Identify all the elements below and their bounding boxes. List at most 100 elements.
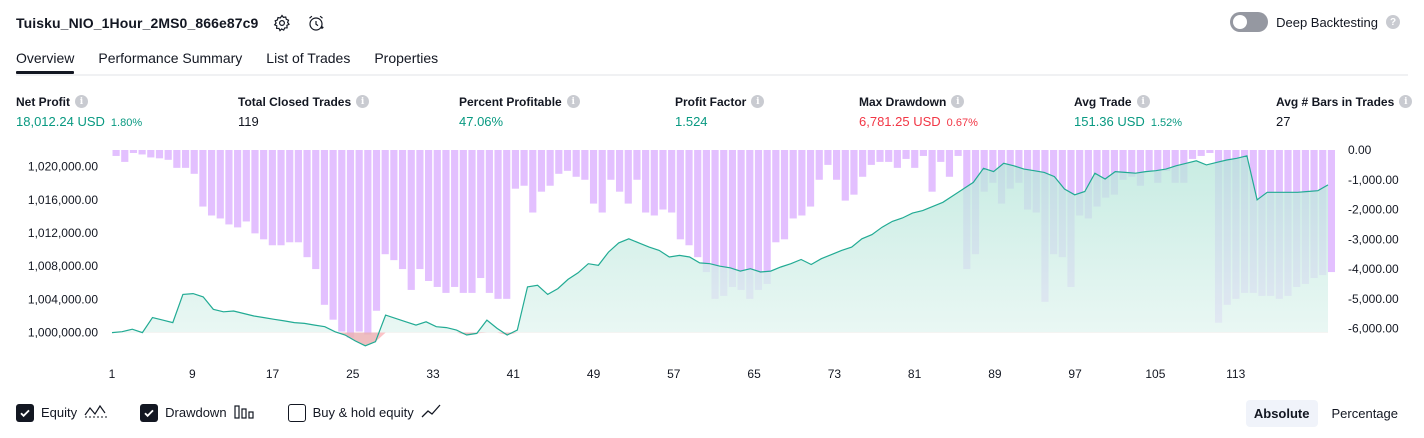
drawdown-bar xyxy=(216,150,224,219)
drawdown-bar xyxy=(589,150,598,204)
equity-area xyxy=(112,155,1328,346)
metric-avg-trade: Avg Trade i 151.36 USD 1.52% xyxy=(1074,93,1182,130)
drawdown-bar xyxy=(286,150,294,243)
drawdown-bar xyxy=(676,150,684,240)
drawdown-bar xyxy=(728,150,737,287)
info-icon[interactable]: i xyxy=(1136,95,1150,108)
drawdown-bar xyxy=(181,150,190,168)
drawdown-bar xyxy=(763,150,771,284)
legend-label: Equity xyxy=(41,405,78,420)
info-icon[interactable]: i xyxy=(1399,95,1413,108)
tab-performance-summary[interactable]: Performance Summary xyxy=(98,50,243,66)
drawdown-bar xyxy=(928,150,936,192)
tab-properties[interactable]: Properties xyxy=(374,50,439,66)
drawdown-bar xyxy=(529,150,537,213)
equity-drawdown-chart[interactable]: 1,020,000.00 1,016,000.00 1,012,000.00 1,00… xyxy=(0,140,1424,392)
toggle-knob xyxy=(1233,15,1248,29)
x-axis-tick-label: 9 xyxy=(189,367,196,381)
deep-backtesting-toggle[interactable] xyxy=(1230,12,1269,32)
left-axis: 1,020,000.00 1,016,000.00 1,012,000.00 1,00… xyxy=(28,160,98,340)
tab-list-of-trades[interactable]: List of Trades xyxy=(266,50,351,66)
equity-checkbox[interactable] xyxy=(16,403,34,422)
drawdown-bar xyxy=(173,150,181,168)
drawdown-bar xyxy=(720,150,728,296)
drawdown-bar xyxy=(129,150,138,153)
right-axis-tick-label: -4,000.00 xyxy=(1348,262,1399,276)
drawdown-bar xyxy=(989,150,997,183)
drawdown-bar xyxy=(780,150,789,240)
info-icon[interactable]: i xyxy=(356,95,370,108)
drawdown-checkbox[interactable] xyxy=(140,403,159,422)
legend-label: Drawdown xyxy=(165,405,227,420)
metric-net-profit: Net Profit i 18,012.24 USD 1.80% xyxy=(16,93,142,130)
x-axis-tick-label: 49 xyxy=(587,367,601,381)
x-axis-tick-label: 65 xyxy=(747,367,761,381)
left-axis-tick-label: 1,000,000.00 xyxy=(28,326,98,340)
drawdown-bar xyxy=(346,150,355,338)
chart-legend: Equity Drawdown Buy & hold equity xyxy=(16,403,477,422)
equity-series xyxy=(111,155,1329,347)
drawdown-bar xyxy=(468,150,476,293)
drawdown-bar xyxy=(1102,150,1110,198)
drawdown-bar xyxy=(1327,150,1335,273)
drawdown-bar xyxy=(320,150,329,305)
drawdown-bar xyxy=(841,150,849,201)
drawdown-bar xyxy=(1145,150,1153,171)
metric-label: Total Closed Trades xyxy=(238,94,352,109)
x-axis-tick-label: 97 xyxy=(1068,367,1082,381)
legend-buy-hold-equity[interactable]: Buy & hold equity xyxy=(287,403,445,422)
info-icon[interactable]: i xyxy=(75,95,88,108)
drawdown-bar xyxy=(624,150,632,204)
x-axis-tick-label: 113 xyxy=(1226,367,1245,381)
buy-hold-line-icon xyxy=(421,403,445,422)
info-icon[interactable]: i xyxy=(751,95,765,108)
help-icon[interactable]: ? xyxy=(1386,15,1400,29)
drawdown-bar xyxy=(520,150,528,186)
absolute-mode-button[interactable]: Absolute xyxy=(1245,400,1318,427)
drawdown-bar xyxy=(1119,150,1127,180)
right-axis: 0.00 -1,000.00 -2,000.00 -3,000.00 -4,000.00… xyxy=(1348,143,1399,336)
drawdown-bar xyxy=(806,150,815,207)
info-icon[interactable]: i xyxy=(566,95,580,108)
drawdown-bar xyxy=(511,150,519,189)
legend-drawdown[interactable]: Drawdown xyxy=(140,403,255,422)
drawdown-bar xyxy=(607,150,615,180)
right-axis-tick-label: -3,000.00 xyxy=(1348,232,1399,246)
drawdown-bar xyxy=(1015,150,1023,183)
drawdown-bar xyxy=(242,150,250,222)
negative-equity-area xyxy=(112,332,1328,346)
left-axis-tick-label: 1,004,000.00 xyxy=(28,292,98,306)
drawdown-bar xyxy=(859,150,867,177)
x-axis-tick-label: 73 xyxy=(828,367,842,381)
percentage-mode-button[interactable]: Percentage xyxy=(1331,406,1399,421)
drawdown-bar xyxy=(1197,150,1205,156)
drawdown-bar xyxy=(459,150,467,293)
left-axis-tick-label: 1,008,000.00 xyxy=(28,259,98,273)
drawdown-bar xyxy=(442,150,450,293)
alert-clock-icon[interactable] xyxy=(306,13,326,33)
metric-value: 151.36 USD xyxy=(1074,114,1145,129)
legend-equity[interactable]: Equity xyxy=(16,403,108,422)
drawdown-bar xyxy=(121,150,129,162)
drawdown-bar xyxy=(303,150,311,258)
metric-label: Max Drawdown xyxy=(859,94,947,109)
drawdown-bar xyxy=(945,150,954,177)
drawdown-bar xyxy=(911,150,919,168)
metric-value: 18,012.24 USD xyxy=(16,114,105,129)
x-axis-tick-label: 105 xyxy=(1145,367,1165,381)
x-axis-tick-label: 81 xyxy=(908,367,922,381)
drawdown-bar xyxy=(1136,150,1145,186)
info-icon[interactable]: i xyxy=(951,95,965,108)
settings-gear-icon[interactable] xyxy=(272,13,292,33)
drawdown-bar xyxy=(381,150,389,255)
drawdown-bar xyxy=(407,150,415,290)
drawdown-bar xyxy=(390,150,398,261)
metric-percent-profitable: Percent Profitable i 47.06% xyxy=(459,93,580,129)
drawdown-bar xyxy=(1154,150,1162,183)
drawdown-bar xyxy=(338,150,346,332)
tab-overview[interactable]: Overview xyxy=(16,44,75,74)
drawdown-bar xyxy=(598,150,606,213)
drawdown-bar xyxy=(650,150,658,216)
buy-hold-checkbox[interactable] xyxy=(287,403,306,422)
drawdown-bar xyxy=(268,150,276,246)
